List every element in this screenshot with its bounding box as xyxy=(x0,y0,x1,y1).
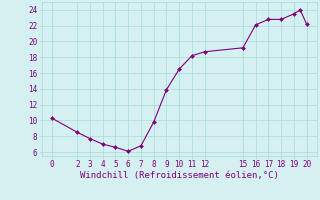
X-axis label: Windchill (Refroidissement éolien,°C): Windchill (Refroidissement éolien,°C) xyxy=(80,171,279,180)
